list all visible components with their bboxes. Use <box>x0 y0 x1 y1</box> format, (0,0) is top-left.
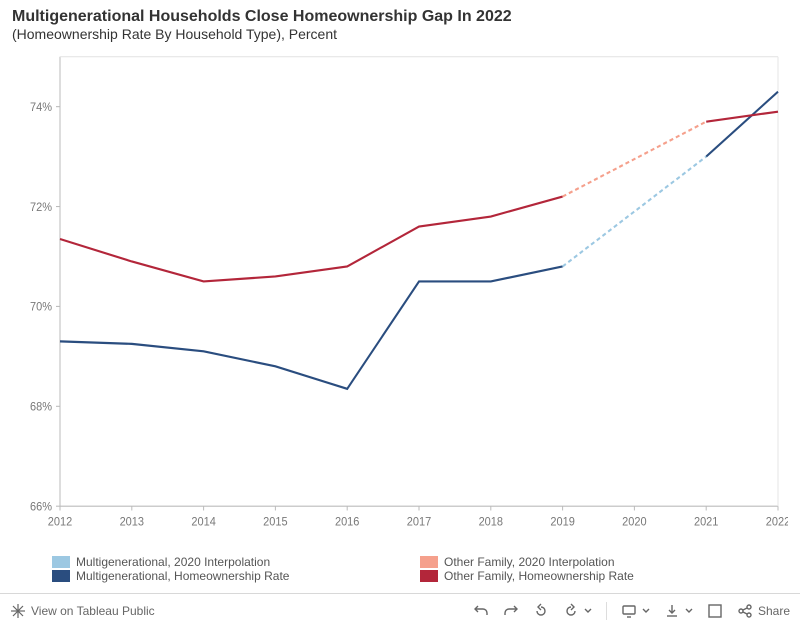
share-button[interactable]: Share <box>737 603 790 619</box>
legend-item: Other Family, Homeownership Rate <box>420 569 788 583</box>
chart-container: Multigenerational Households Close Homeo… <box>0 0 800 627</box>
svg-text:68%: 68% <box>30 401 52 413</box>
svg-text:2018: 2018 <box>479 516 503 528</box>
toolbar-divider <box>606 602 607 620</box>
legend-swatch <box>52 556 70 568</box>
svg-text:66%: 66% <box>30 501 52 513</box>
redo-button[interactable] <box>503 603 519 619</box>
legend-item: Multigenerational, 2020 Interpolation <box>52 555 420 569</box>
svg-text:2014: 2014 <box>191 516 215 528</box>
undo-button[interactable] <box>473 603 489 619</box>
tableau-logo-icon <box>10 603 26 619</box>
legend: Multigenerational, 2020 Interpolation Ot… <box>0 549 800 593</box>
chevron-down-icon <box>685 603 693 619</box>
svg-text:2017: 2017 <box>407 516 431 528</box>
chart-title: Multigenerational Households Close Homeo… <box>12 8 788 26</box>
svg-text:2020: 2020 <box>622 516 646 528</box>
legend-swatch <box>52 570 70 582</box>
replay-button[interactable] <box>533 603 549 619</box>
legend-item: Multigenerational, Homeownership Rate <box>52 569 420 583</box>
chevron-down-icon <box>642 603 650 619</box>
chart-plot-area: 66% 68% 70% 72% 74% 2012 2013 2014 2015 2016 2017 2… <box>0 46 800 549</box>
svg-text:74%: 74% <box>30 102 52 114</box>
forward-button[interactable] <box>563 603 592 619</box>
download-button[interactable] <box>664 603 693 619</box>
legend-label: Multigenerational, 2020 Interpolation <box>76 555 270 569</box>
undo-icon <box>473 603 489 619</box>
share-icon <box>737 603 753 619</box>
download-icon <box>664 603 680 619</box>
view-on-public-label: View on Tableau Public <box>31 604 155 618</box>
replay-icon <box>533 603 549 619</box>
fullscreen-button[interactable] <box>707 603 723 619</box>
device-icon <box>621 603 637 619</box>
line-chart-svg: 66% 68% 70% 72% 74% 2012 2013 2014 2015 2016 2017 2… <box>12 46 788 549</box>
fullscreen-icon <box>707 603 723 619</box>
share-label: Share <box>758 604 790 618</box>
redo-icon <box>503 603 519 619</box>
view-on-public-button[interactable]: View on Tableau Public <box>10 603 155 619</box>
chart-subtitle: (Homeownership Rate By Household Type), … <box>12 26 788 42</box>
chart-header: Multigenerational Households Close Homeo… <box>0 0 800 46</box>
svg-text:2015: 2015 <box>263 516 287 528</box>
legend-label: Multigenerational, Homeownership Rate <box>76 569 289 583</box>
legend-label: Other Family, Homeownership Rate <box>444 569 634 583</box>
svg-text:2016: 2016 <box>335 516 359 528</box>
legend-item: Other Family, 2020 Interpolation <box>420 555 788 569</box>
svg-text:2012: 2012 <box>48 516 72 528</box>
chevron-down-icon <box>584 603 592 619</box>
svg-text:70%: 70% <box>30 301 52 313</box>
device-preview-button[interactable] <box>621 603 650 619</box>
svg-text:2021: 2021 <box>694 516 718 528</box>
svg-text:2022: 2022 <box>766 516 788 528</box>
forward-icon <box>563 603 579 619</box>
legend-label: Other Family, 2020 Interpolation <box>444 555 615 569</box>
svg-text:2013: 2013 <box>120 516 144 528</box>
toolbar: View on Tableau Public <box>0 593 800 627</box>
legend-swatch <box>420 570 438 582</box>
svg-text:72%: 72% <box>30 202 52 214</box>
svg-text:2019: 2019 <box>550 516 574 528</box>
legend-swatch <box>420 556 438 568</box>
